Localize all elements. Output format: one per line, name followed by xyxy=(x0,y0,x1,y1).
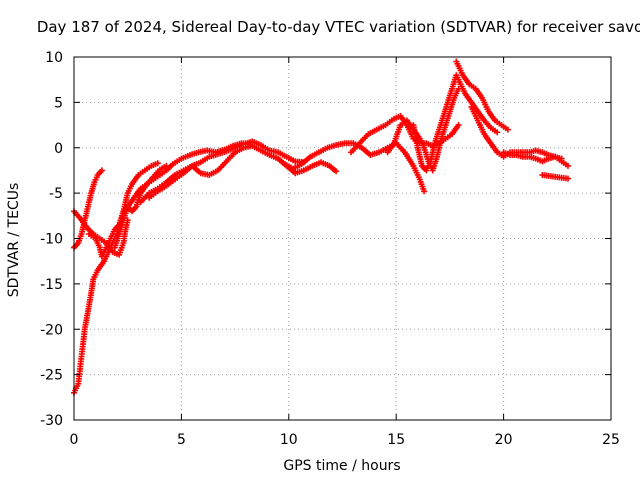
data-point xyxy=(455,122,462,129)
y-tick-label: 5 xyxy=(54,95,63,111)
x-tick-label: 20 xyxy=(495,432,513,448)
y-tick-label: -30 xyxy=(40,413,63,429)
data-point xyxy=(421,188,428,195)
data-point xyxy=(558,155,565,162)
x-tick-label: 0 xyxy=(70,432,79,448)
y-axis-label: SDTVAR / TECUs xyxy=(6,183,22,298)
y-tick-label: -5 xyxy=(49,186,63,202)
data-point xyxy=(494,129,501,136)
y-tick-label: 0 xyxy=(54,141,63,157)
y-tick-label: -20 xyxy=(40,322,63,338)
x-tick-label: 5 xyxy=(177,432,186,448)
data-point xyxy=(333,168,340,175)
grid-lines xyxy=(74,57,611,420)
x-axis-label: GPS time / hours xyxy=(283,458,400,474)
data-point xyxy=(565,175,571,182)
data-point xyxy=(504,126,511,133)
x-tick-label: 15 xyxy=(387,432,405,448)
data-point xyxy=(98,167,105,174)
y-tick-label: -15 xyxy=(40,277,63,293)
y-tick-label: -25 xyxy=(40,368,63,384)
tick-labels: 0 5 10 15 20 25 10 5 0 -5 -10 -15 -20 -25 -30 xyxy=(40,50,620,448)
axis-ticks xyxy=(73,56,612,421)
data-points xyxy=(71,58,571,396)
data-point xyxy=(565,162,571,169)
y-tick-label: -10 xyxy=(40,232,63,248)
y-tick-label: 10 xyxy=(45,50,63,66)
data-point xyxy=(154,160,161,167)
chart-title: Day 187 of 2024, Sidereal Day-to-day VTE… xyxy=(37,18,640,36)
x-tick-label: 10 xyxy=(280,432,298,448)
x-tick-label: 25 xyxy=(602,432,620,448)
